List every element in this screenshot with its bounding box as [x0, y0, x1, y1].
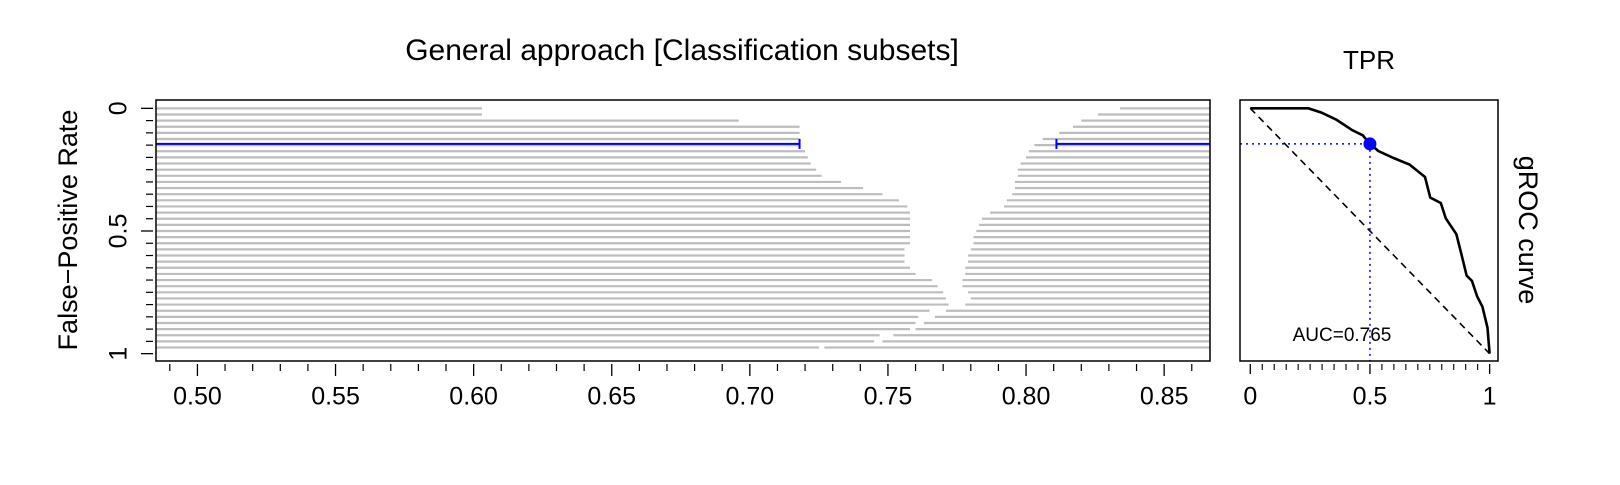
- panel-title: TPR: [1343, 45, 1395, 75]
- y-tick-label: 0: [105, 101, 133, 115]
- y-axis-label: False−Positive Rate: [53, 110, 83, 351]
- y-tick-label: 1: [105, 347, 133, 361]
- chart-title: General approach [Classification subsets…: [405, 34, 959, 67]
- x-tick-label: 1: [1483, 383, 1497, 411]
- roc-curve: [1250, 107, 1491, 354]
- auc-annotation: AUC=0.765: [1293, 325, 1392, 346]
- y-tick-label: 0.5: [105, 214, 133, 249]
- x-tick-label: 0.55: [311, 383, 360, 411]
- x-tick-label: 0.70: [726, 383, 775, 411]
- x-tick-label: 0.75: [864, 383, 913, 411]
- x-tick-label: 0: [1243, 383, 1257, 411]
- x-tick-label: 0.50: [173, 383, 222, 411]
- plot-frame: [1239, 99, 1499, 362]
- x-tick-label: 0.80: [1002, 383, 1051, 411]
- x-tick-label: 0.85: [1140, 383, 1189, 411]
- x-tick-label: 0.60: [449, 383, 498, 411]
- operating-point: [1363, 137, 1377, 151]
- reference-line: [1249, 107, 1491, 355]
- x-tick-label: 0.5: [1353, 383, 1388, 411]
- x-tick-label: 0.65: [587, 383, 636, 411]
- side-label: gROC curve: [1513, 156, 1543, 305]
- plot-frame: [155, 99, 1211, 362]
